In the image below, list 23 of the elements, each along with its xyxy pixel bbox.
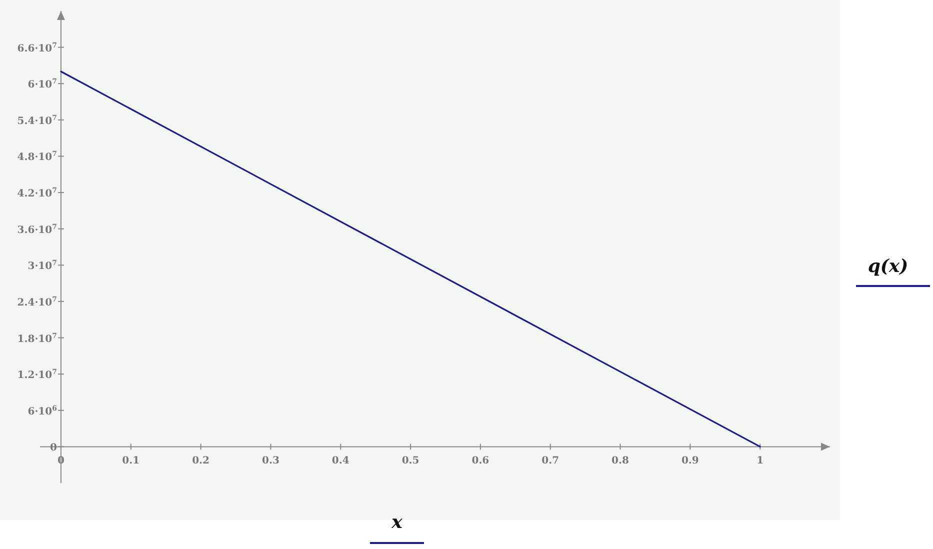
x-tick-label: 0.2: [192, 456, 210, 467]
x-tick-label: 0.7: [542, 456, 560, 467]
y-tick-label: 1.8·10$^{7}$: [17, 330, 58, 345]
text: q(x): [868, 256, 908, 277]
x-tick-label: 0.8: [612, 456, 629, 467]
x-tick-label: 1: [756, 456, 764, 467]
x-tick-label: 0.9: [681, 456, 699, 467]
y-tick-label: 3.6·10$^{7}$: [17, 221, 58, 236]
x-tick-label: 0.5: [402, 456, 420, 467]
y-tick-label: 4.2·10$^{7}$: [17, 185, 58, 200]
y-tick-label: 5.4·10$^{7}$: [17, 112, 58, 127]
y-tick-label: 3·10$^{7}$: [28, 258, 58, 272]
y-tick-label: 1.2·10$^{7}$: [17, 366, 58, 382]
x-tick-label: 0.1: [122, 456, 140, 467]
x-tick-label: 0.3: [262, 456, 280, 467]
x-axis-title: x: [390, 512, 403, 533]
y-tick-label: 2.4·10$^{7}$: [17, 294, 58, 308]
y-tick-label: 6·10$^{7}$: [28, 76, 58, 91]
y-tick-label: 6.6·10$^{7}$: [17, 40, 58, 54]
y-tick-label: 4.8·10$^{7}$: [17, 148, 58, 164]
x-tick-label: 0.6: [472, 456, 490, 467]
y-tick-label: 6·10$^{6}$: [28, 402, 58, 418]
x-tick-label: 0.4: [332, 456, 350, 467]
